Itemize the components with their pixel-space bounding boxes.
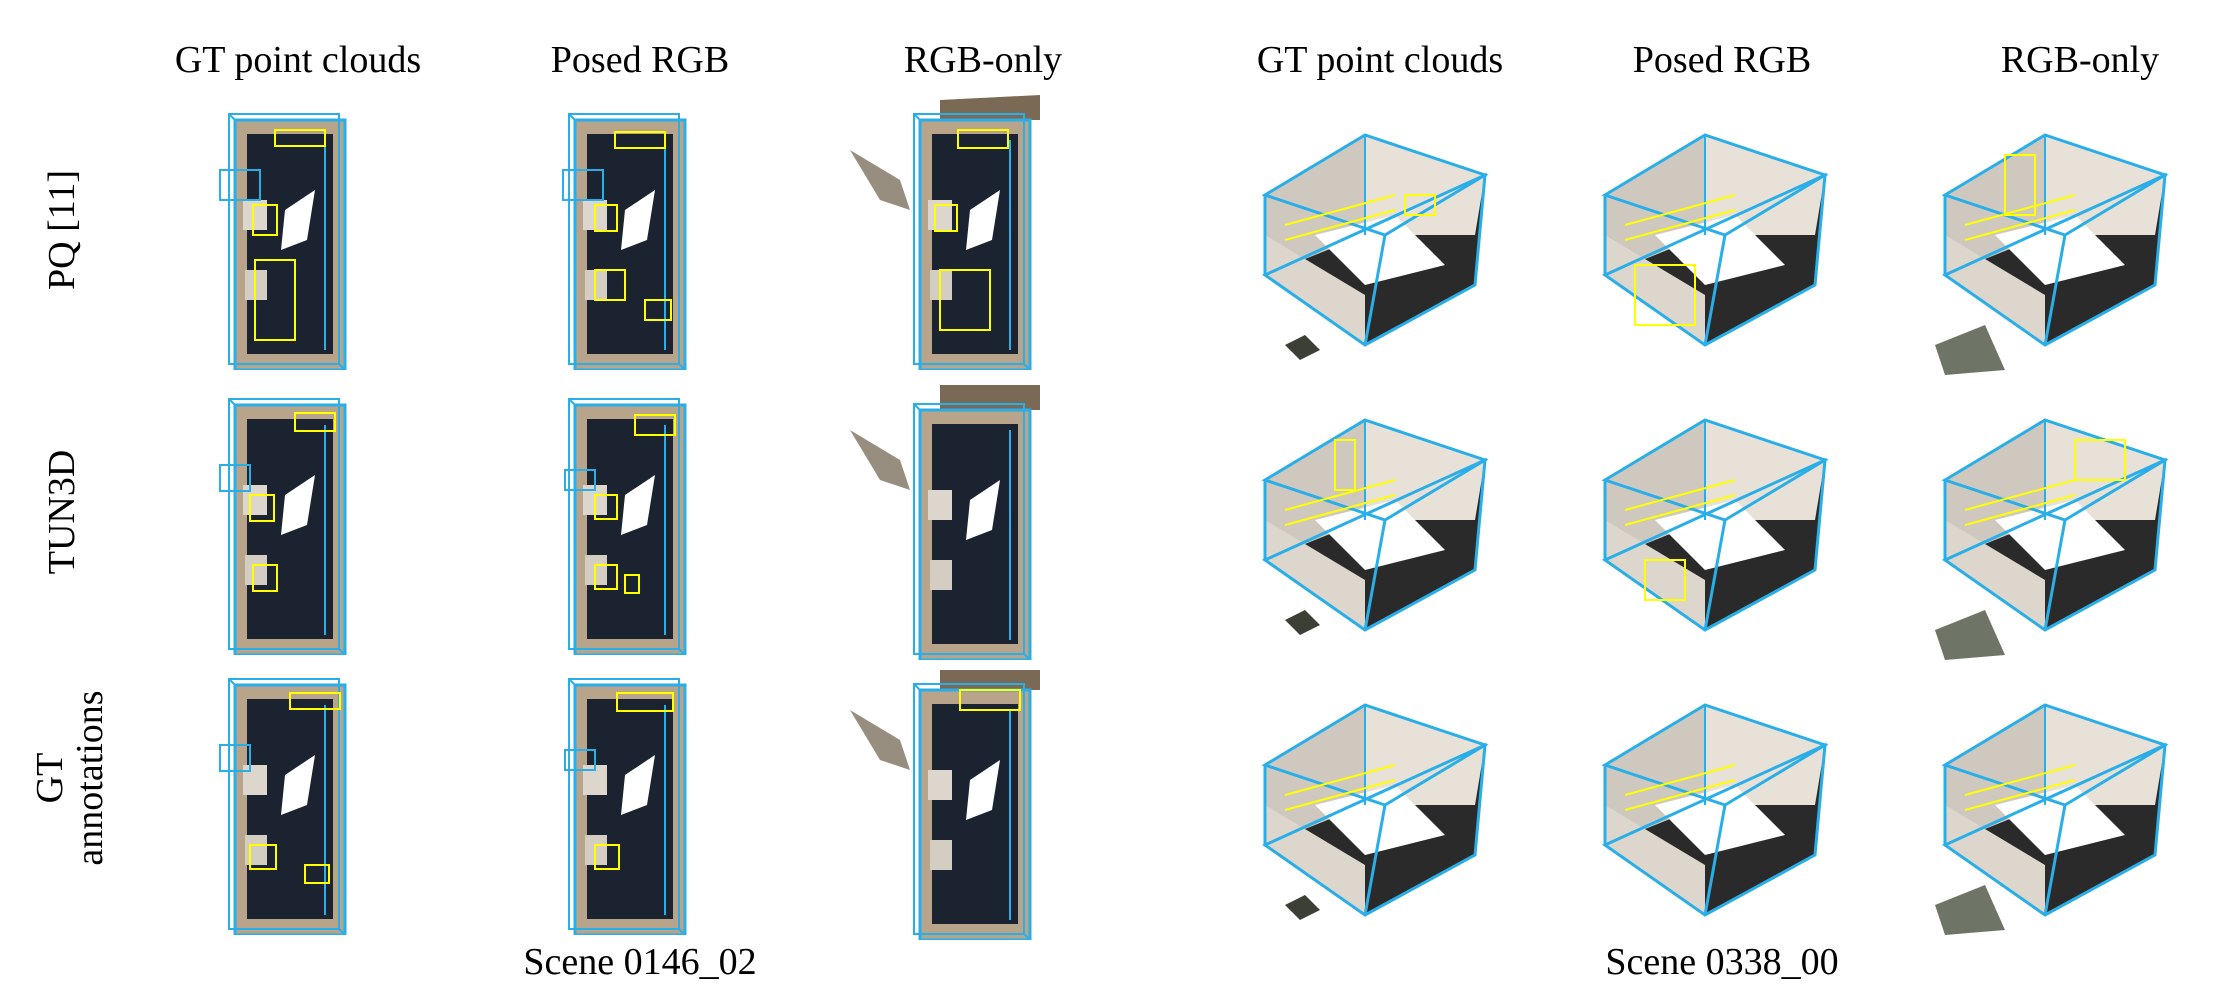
panel-0338-pq-rgbonly	[1925, 115, 2195, 385]
col-header-left-rgbonly: RGB-only	[903, 39, 1063, 81]
col-header-right-gt: GT point clouds	[1256, 39, 1504, 81]
panel-0338-pq-gt	[1245, 115, 1515, 365]
panel-0146-tun3d-rgbonly	[840, 380, 1080, 660]
panel-0146-pq-gt	[215, 110, 385, 370]
panel-0338-gtann-posed	[1585, 685, 1855, 935]
panel-0146-gtann-rgbonly	[840, 660, 1080, 940]
scene-label-0338: Scene 0338_00	[1605, 941, 1839, 983]
panel-0146-pq-rgbonly	[840, 90, 1080, 370]
row-label-gt-line1: GT	[29, 752, 71, 804]
col-header-right-posed: Posed RGB	[1632, 39, 1812, 81]
panel-0146-pq-posed	[555, 110, 725, 370]
panel-0338-gtann-rgbonly	[1925, 685, 2195, 945]
panel-0338-tun3d-gt	[1245, 400, 1515, 650]
panel-0146-tun3d-gt	[215, 395, 385, 655]
panel-0338-gtann-gt	[1245, 685, 1515, 935]
scene-label-0146: Scene 0146_02	[523, 941, 757, 983]
panel-0338-pq-posed	[1585, 115, 1855, 365]
panel-0338-tun3d-posed	[1585, 400, 1855, 650]
row-label-gt-annotations: GT annotations	[29, 690, 111, 866]
row-label-gt-line2: annotations	[69, 690, 111, 866]
col-header-left-posed: Posed RGB	[550, 39, 730, 81]
row-label-tun3d: TUN3D	[41, 449, 83, 575]
panel-0338-tun3d-rgbonly	[1925, 400, 2195, 670]
col-header-right-rgbonly: RGB-only	[2000, 39, 2160, 81]
panel-0146-gtann-posed	[555, 675, 725, 935]
col-header-left-gt: GT point clouds	[174, 39, 422, 81]
row-label-pq: PQ [11]	[41, 170, 83, 290]
panel-0146-tun3d-posed	[555, 395, 725, 655]
panel-0146-gtann-gt	[215, 675, 385, 935]
